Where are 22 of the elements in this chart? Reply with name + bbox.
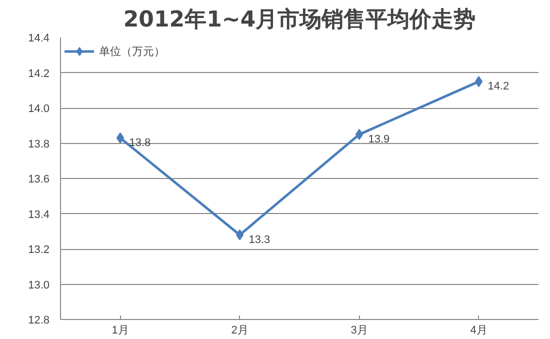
- x-tick-label: 2月: [231, 324, 248, 336]
- y-tick-label: 13.6: [28, 174, 50, 186]
- data-label: 13.3: [248, 234, 270, 246]
- y-tick-label: 13.2: [28, 244, 50, 256]
- y-tick-label: 13.0: [28, 279, 50, 292]
- data-label: 14.2: [488, 80, 510, 93]
- x-tick-label: 4月: [470, 324, 488, 336]
- y-tick-label: 12.8: [28, 314, 50, 326]
- x-tick-label: 3月: [350, 324, 368, 336]
- y-tick-label: 13.4: [28, 208, 50, 221]
- legend-label: 单位（万元）: [99, 44, 165, 58]
- y-tick-label: 14.2: [28, 68, 50, 80]
- point: [355, 128, 364, 140]
- x-tick-label: 1月: [112, 324, 129, 336]
- y-tick-label: 13.8: [28, 138, 50, 150]
- chart-title: 2012年1~4月市场销售平均价走势: [123, 6, 476, 32]
- y-tick-label: 14.4: [28, 32, 50, 44]
- point: [474, 76, 483, 88]
- point: [236, 229, 244, 240]
- point: [116, 132, 124, 144]
- y-tick-label: 14.0: [28, 103, 50, 115]
- data-label: 13.9: [368, 133, 390, 146]
